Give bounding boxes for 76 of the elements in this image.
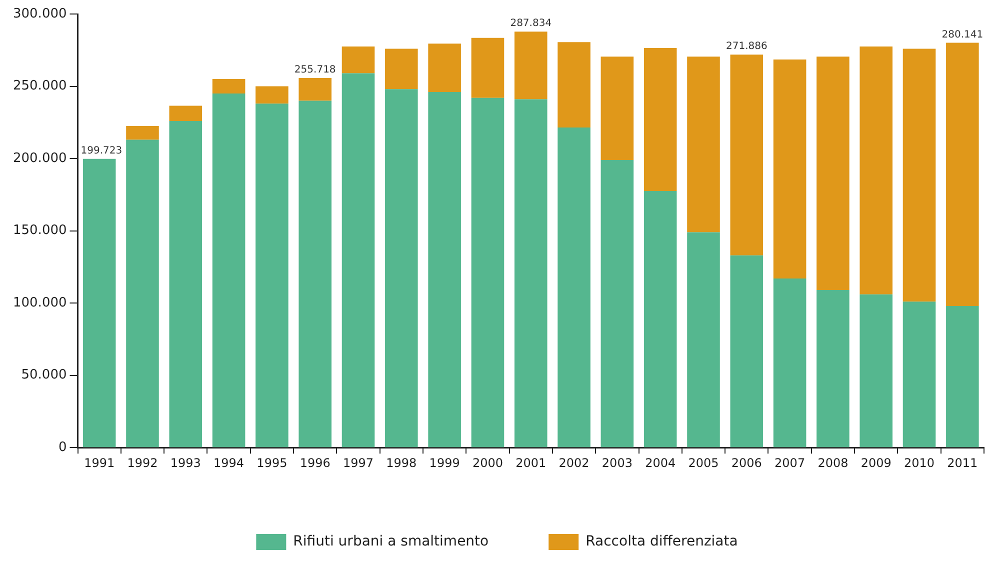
- bar: [600, 56, 634, 160]
- x-tick-label: 2008: [818, 456, 848, 470]
- bar: [212, 93, 246, 448]
- bar: [126, 140, 159, 448]
- total-label: 280.141: [942, 29, 984, 40]
- x-tick-label: 2004: [645, 456, 676, 470]
- x-tick-label: 1991: [84, 456, 115, 470]
- bar: [298, 100, 332, 448]
- bar: [600, 160, 634, 448]
- total-label: 199.723: [80, 146, 122, 157]
- x-tick-label: 2002: [558, 456, 590, 470]
- bar: [773, 60, 806, 278]
- bar: [860, 294, 893, 448]
- x-tick-label: 1993: [170, 456, 201, 470]
- bar: [514, 99, 548, 448]
- bar: [471, 98, 504, 448]
- x-tick-label: 1999: [429, 456, 460, 470]
- x-tick-label: 1996: [300, 456, 330, 470]
- bar: [298, 78, 332, 101]
- bar: [644, 191, 677, 448]
- x-tick-label: 2000: [472, 456, 503, 470]
- bar: [126, 126, 159, 140]
- total-label: 255.718: [294, 64, 336, 76]
- bar: [687, 56, 720, 232]
- bar: [169, 106, 202, 121]
- bar: [773, 278, 806, 448]
- bar: [730, 255, 764, 448]
- bar: [471, 38, 504, 98]
- bar: [860, 46, 893, 294]
- y-tick-label: 100.000: [12, 295, 67, 310]
- x-tick-label: 1998: [386, 456, 417, 470]
- bar: [816, 290, 850, 448]
- x-tick-label: 2006: [731, 456, 762, 470]
- bar: [946, 42, 979, 306]
- bar: [82, 158, 116, 448]
- bar: [428, 44, 461, 92]
- x-tick-label: 1997: [342, 456, 374, 470]
- x-tick-label: 2003: [602, 456, 632, 470]
- bar: [169, 120, 202, 448]
- bar: [902, 48, 936, 302]
- y-tick-label: 300.000: [12, 6, 67, 22]
- bar: [385, 48, 418, 90]
- x-tick-label: 2009: [860, 456, 892, 470]
- x-tick-label: 2010: [904, 456, 935, 470]
- legend-label: Rifiuti urbani a smaltimento: [293, 534, 489, 550]
- x-tick-label: 2007: [774, 456, 806, 470]
- bar: [428, 92, 461, 448]
- bar: [558, 42, 590, 128]
- bar: [946, 306, 979, 448]
- y-tick-label: 50.000: [21, 368, 67, 383]
- bar: [342, 46, 375, 74]
- legend-label: Raccolta differenziata: [586, 534, 738, 550]
- bar: [687, 232, 720, 448]
- x-tick-label: 1992: [127, 456, 158, 470]
- bar: [816, 56, 850, 290]
- bar: [558, 127, 590, 448]
- x-tick-label: 1994: [214, 456, 244, 470]
- bar: [342, 73, 375, 448]
- bar: [730, 54, 764, 256]
- x-tick-label: 1995: [256, 456, 288, 470]
- bar: [256, 104, 288, 448]
- bar: [644, 48, 677, 192]
- bar: [212, 79, 246, 94]
- total-label: 271.886: [726, 41, 768, 52]
- x-tick-label: 2001: [516, 456, 546, 470]
- total-label: 287.834: [510, 18, 552, 30]
- bar: [514, 32, 548, 100]
- y-tick-label: 200.000: [12, 150, 67, 166]
- x-tick-label: 2005: [688, 456, 719, 470]
- bar: [385, 89, 418, 448]
- bar: [256, 86, 288, 104]
- y-tick-label: 250.000: [12, 78, 67, 94]
- bar: [902, 302, 936, 448]
- y-tick-label: 0: [58, 440, 67, 455]
- y-tick-label: 150.000: [12, 223, 67, 238]
- x-tick-label: 2011: [947, 456, 978, 470]
